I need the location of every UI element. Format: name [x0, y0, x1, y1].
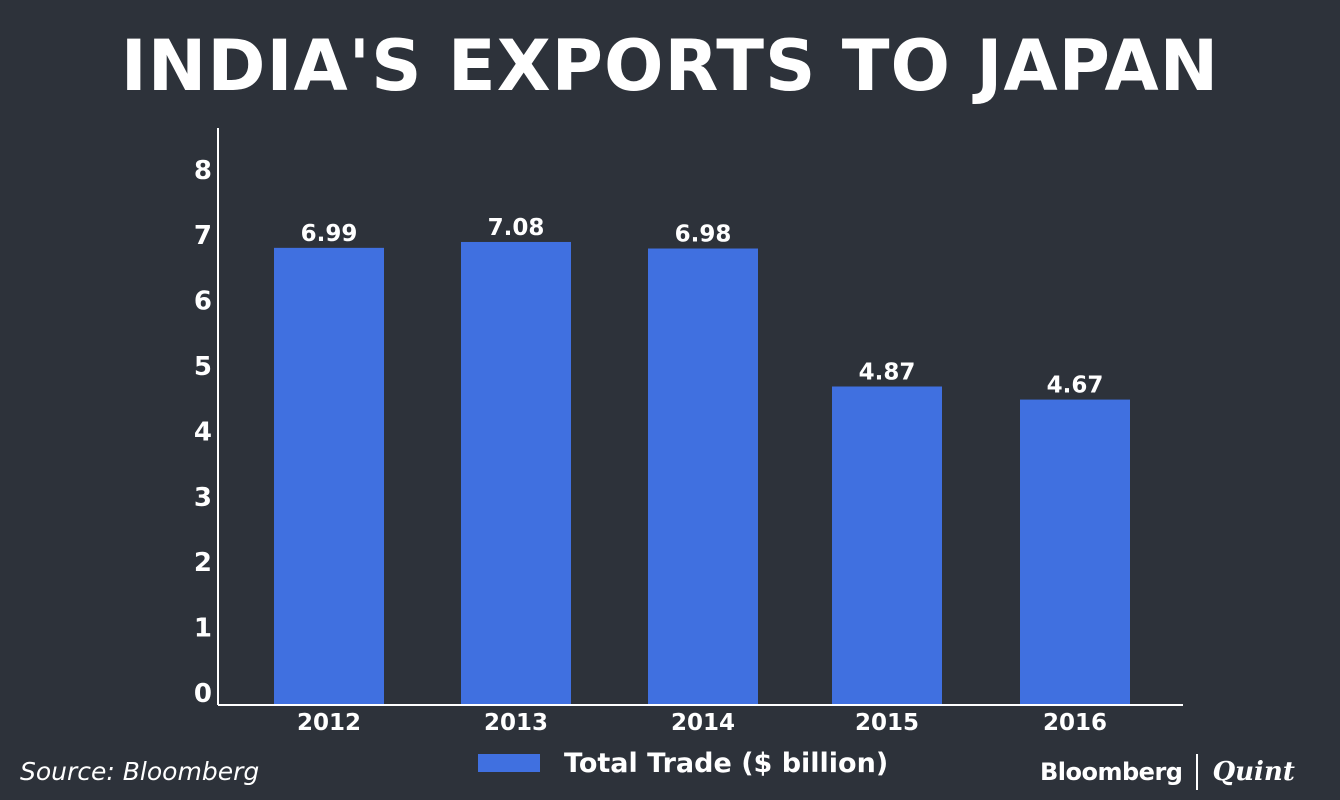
x-tick-label-2015: 2015	[855, 710, 919, 736]
y-tick-label-0: 0	[194, 679, 212, 709]
x-tick-label-2013: 2013	[484, 710, 548, 736]
x-tick-label-2016: 2016	[1043, 710, 1107, 736]
y-tick-label-3: 3	[194, 483, 212, 513]
y-tick-label-8: 8	[194, 156, 212, 186]
data-label-2014: 6.98	[675, 222, 732, 248]
data-labels: 6.99 7.08 6.98 4.87 4.67	[301, 215, 1104, 399]
legend-swatch	[478, 754, 540, 772]
bar-2013	[461, 241, 571, 705]
data-label-2016: 4.67	[1047, 373, 1104, 399]
y-tick-label-1: 1	[194, 614, 212, 644]
x-tick-label-2014: 2014	[671, 710, 735, 736]
legend: Total Trade ($ billion)	[478, 743, 888, 783]
x-tick-label-2012: 2012	[297, 710, 361, 736]
data-label-2012: 6.99	[301, 221, 358, 247]
y-tick-label-4: 4	[194, 417, 212, 447]
bar-2016	[1020, 399, 1130, 705]
brand-logo: Bloomberg Quint	[1040, 750, 1295, 794]
bar-2015	[832, 386, 942, 705]
brand-quint: Quint	[1212, 757, 1295, 787]
y-tick-label-2: 2	[194, 548, 212, 578]
data-label-2013: 7.08	[488, 215, 545, 241]
brand-divider	[1196, 754, 1199, 790]
data-label-2015: 4.87	[859, 360, 916, 386]
y-axis-ticks: 0 1 2 3 4 5 6 7 8	[194, 156, 212, 709]
chart-title: INDIA'S EXPORTS TO JAPAN	[120, 25, 1220, 107]
brand-bloomberg: Bloomberg	[1040, 758, 1183, 786]
source-note: Source: Bloomberg	[20, 757, 260, 786]
y-tick-label-5: 5	[194, 352, 212, 382]
bar-2012	[274, 247, 384, 705]
y-tick-label-7: 7	[194, 221, 212, 251]
legend-label: Total Trade ($ billion)	[564, 747, 889, 779]
bars	[274, 241, 1130, 705]
bar-2014	[648, 248, 758, 705]
x-axis-labels: 2012 2013 2014 2015 2016	[297, 710, 1107, 736]
y-tick-label-6: 6	[194, 287, 212, 317]
